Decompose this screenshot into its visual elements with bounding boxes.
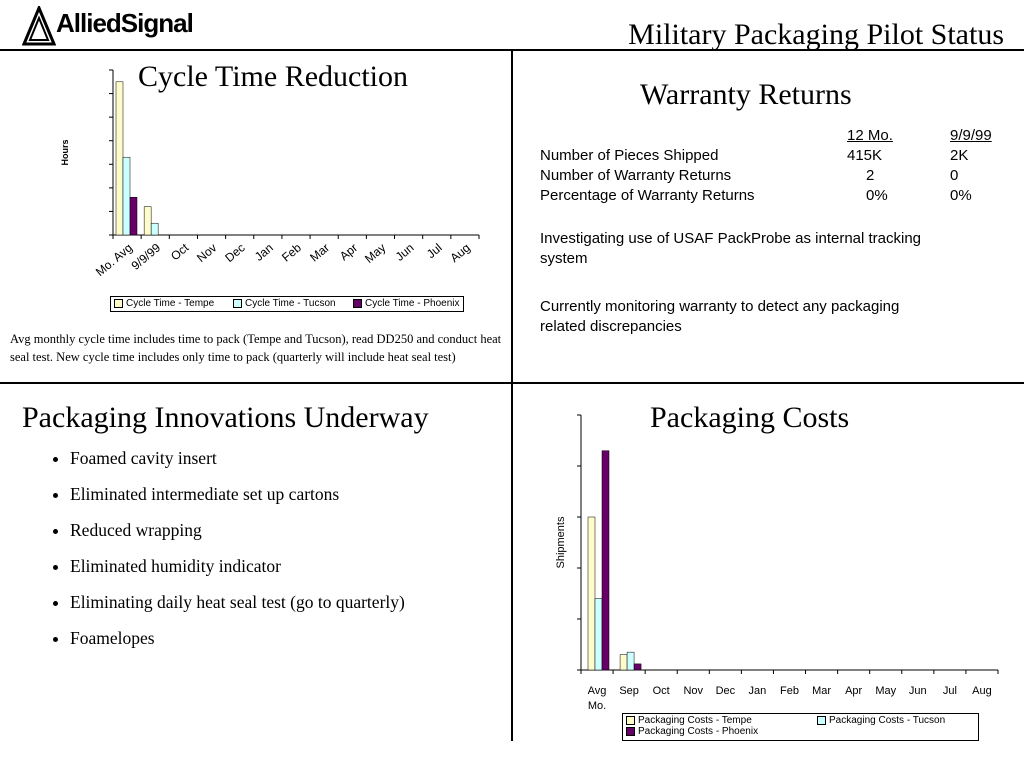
legend-item: Packaging Costs - Phoenix bbox=[626, 726, 758, 737]
x-tick-label: Sep bbox=[619, 685, 639, 697]
innovations-title: Packaging Innovations Underway bbox=[22, 401, 429, 434]
x-tick-label: Mar bbox=[307, 241, 332, 265]
row-value: 2 bbox=[866, 167, 875, 184]
alliedsignal-logo: AlliedSignal bbox=[21, 4, 202, 52]
x-tick-label: Nov bbox=[194, 241, 219, 265]
logo-mark-icon bbox=[21, 4, 57, 46]
legend-item: Cycle Time - Tucson bbox=[233, 298, 336, 309]
bar-packaging-costs-phoenix bbox=[601, 450, 610, 671]
bar-cycle-time-tempe bbox=[115, 81, 124, 236]
legend-swatch bbox=[817, 716, 826, 725]
cycle-time-title: Cycle Time Reduction bbox=[138, 60, 408, 93]
warranty-title: Warranty Returns bbox=[640, 78, 852, 111]
row-label-pieces-shipped: Number of Pieces Shipped bbox=[540, 147, 719, 164]
monitoring-paragraph: Currently monitoring warranty to detect … bbox=[540, 298, 900, 335]
x-tick-label: Mar bbox=[812, 685, 831, 697]
col-header-12mo: 12 Mo. bbox=[847, 127, 893, 144]
x-tick-label: Mo. Avg bbox=[93, 241, 135, 279]
legend-label: Packaging Costs - Tucson bbox=[829, 715, 946, 726]
legend-swatch bbox=[114, 299, 123, 308]
header-rule bbox=[0, 49, 1024, 51]
x-tick-label: Apr bbox=[337, 241, 360, 264]
legend-swatch bbox=[233, 299, 242, 308]
x-tick-label: Jun bbox=[393, 241, 417, 264]
row-label-warranty-returns: Number of Warranty Returns bbox=[540, 167, 732, 184]
list-item: Reduced wrapping bbox=[70, 518, 405, 542]
list-item: Foamed cavity insert bbox=[70, 446, 405, 470]
x-tick-label: Oct bbox=[168, 240, 192, 263]
list-item: Eliminated humidity indicator bbox=[70, 554, 405, 578]
list-item: Eliminated intermediate set up cartons bbox=[70, 482, 405, 506]
logo-text: AlliedSignal bbox=[56, 8, 194, 38]
x-tick-label: Jan bbox=[749, 685, 767, 697]
x-tick-label: Aug bbox=[972, 685, 992, 697]
x-tick-label: May bbox=[362, 241, 388, 266]
cycle-time-legend: Cycle Time - Tempe Cycle Time - Tucson Cyc… bbox=[110, 296, 464, 312]
x-tick-label: Mo. bbox=[588, 700, 606, 712]
bar-packaging-costs-tucson bbox=[626, 651, 635, 671]
packprobe-paragraph: Investigating use of USAF PackProbe as i… bbox=[540, 230, 922, 267]
bar-cycle-time-tucson bbox=[122, 156, 131, 236]
x-tick-label: Nov bbox=[683, 685, 703, 697]
x-tick-label: Jun bbox=[909, 685, 927, 697]
page-title: Military Packaging Pilot Status bbox=[628, 18, 1004, 51]
packaging-costs-legend: Packaging Costs - Tempe Packaging Costs -… bbox=[622, 713, 979, 741]
x-tick-label: Feb bbox=[780, 685, 799, 697]
bar-packaging-costs-tempe bbox=[619, 654, 628, 671]
row-value: 2K bbox=[950, 147, 969, 164]
bar-cycle-time-tempe bbox=[143, 206, 152, 236]
legend-label: Cycle Time - Phoenix bbox=[365, 298, 460, 309]
bar-packaging-costs-phoenix bbox=[633, 663, 642, 671]
legend-swatch bbox=[353, 299, 362, 308]
x-tick-label: Jan bbox=[252, 241, 276, 264]
legend-item: Packaging Costs - Tempe bbox=[626, 715, 752, 726]
list-item: Eliminating daily heat seal test (go to … bbox=[70, 590, 405, 614]
row-label-percentage-returns: Percentage of Warranty Returns bbox=[540, 187, 755, 204]
center-divider bbox=[511, 51, 513, 741]
legend-label: Packaging Costs - Phoenix bbox=[638, 726, 759, 737]
legend-swatch bbox=[626, 716, 635, 725]
x-tick-label: Jul bbox=[943, 685, 957, 697]
legend-item: Cycle Time - Phoenix bbox=[353, 298, 459, 309]
legend-label: Cycle Time - Tempe bbox=[126, 298, 215, 309]
legend-swatch bbox=[626, 727, 635, 736]
x-tick-label: May bbox=[875, 685, 896, 697]
x-tick-label: Oct bbox=[653, 685, 670, 697]
x-tick-label: Feb bbox=[279, 240, 304, 264]
x-tick-label: Avg bbox=[588, 685, 607, 697]
x-tick-label: Aug bbox=[447, 241, 472, 265]
legend-item: Cycle Time - Tempe bbox=[114, 298, 214, 309]
row-value: 0% bbox=[950, 187, 972, 204]
cycle-time-note: Avg monthly cycle time includes time to … bbox=[10, 332, 502, 364]
row-value: 0% bbox=[866, 187, 888, 204]
list-item: Foamelopes bbox=[70, 626, 405, 650]
x-tick-label: Dec bbox=[716, 685, 736, 697]
row-value: 0 bbox=[950, 167, 959, 184]
y-axis-label: Hours bbox=[60, 139, 70, 165]
legend-item: Packaging Costs - Tucson bbox=[817, 715, 945, 726]
x-tick-label: Jul bbox=[424, 241, 445, 262]
row-value: 415K bbox=[847, 147, 883, 164]
y-axis-label: Shipments bbox=[555, 516, 567, 568]
packaging-costs-chart: Avg Mo. Sep Oct Nov Dec Jan Feb Mar Apr May Jun Jul A… bbox=[555, 414, 999, 712]
bar-cycle-time-tucson bbox=[150, 222, 159, 236]
legend-label: Packaging Costs - Tempe bbox=[638, 715, 752, 726]
col-header-date: 9/9/99 bbox=[950, 127, 992, 144]
innovations-list: Foamed cavity insert Eliminated intermed… bbox=[40, 446, 405, 662]
x-tick-label: Dec bbox=[222, 241, 247, 265]
legend-label: Cycle Time - Tucson bbox=[245, 298, 336, 309]
middle-rule bbox=[0, 382, 1024, 384]
bar-packaging-costs-tempe bbox=[587, 516, 596, 671]
x-tick-label: 9/9/99 bbox=[129, 240, 164, 272]
packaging-costs-title: Packaging Costs bbox=[650, 401, 850, 434]
bar-packaging-costs-tucson bbox=[594, 598, 603, 671]
bar-cycle-time-phoenix bbox=[129, 197, 138, 236]
x-tick-label: Apr bbox=[845, 685, 862, 697]
